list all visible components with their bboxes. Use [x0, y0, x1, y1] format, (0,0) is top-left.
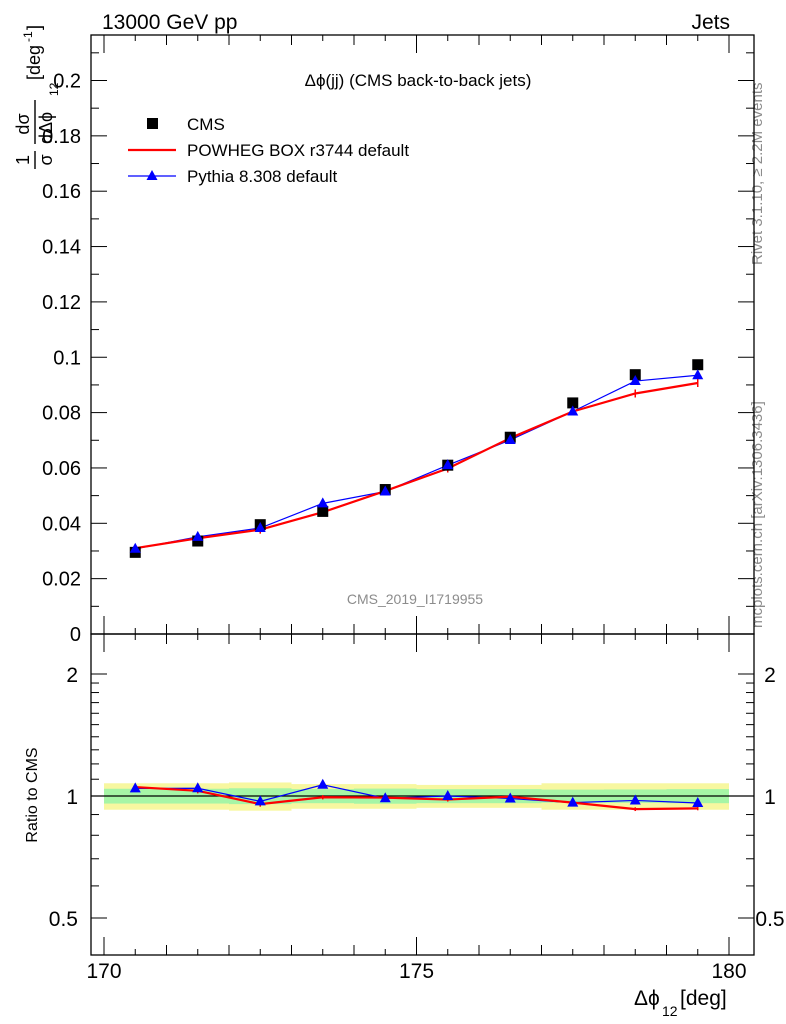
- header-left-label: 13000 GeV pp: [102, 11, 237, 34]
- ratio-pythia-point: [254, 795, 266, 806]
- main-y-axis-label: 1 σ dσ dΔϕ 12 [deg -1 ]: [13, 25, 61, 169]
- pythia-point: [442, 459, 454, 470]
- ylabel-d-den: dΔϕ: [36, 112, 56, 144]
- ratio-ytick-label-left: 0.5: [49, 908, 78, 931]
- legend: CMS POWHEG BOX r3744 default Pythia 8.30…: [128, 115, 409, 186]
- xtick-label: 180: [711, 960, 746, 983]
- powheg-line: [135, 381, 698, 550]
- ratio-ytick-label-right: 2: [764, 664, 776, 687]
- ratio-pythia-line: [135, 784, 698, 804]
- ratio-axis-ticks: [91, 634, 754, 955]
- xtick-label: 170: [86, 960, 121, 983]
- xlabel-unit: [deg]: [680, 987, 727, 1010]
- main-ytick-label: 0.14: [42, 237, 81, 259]
- pythia-point: [254, 522, 266, 533]
- xlabel-symbol: Δϕ: [634, 987, 660, 1010]
- legend-pythia-label: Pythia 8.308 default: [187, 167, 338, 186]
- legend-cms-label: CMS: [187, 115, 225, 134]
- pythia-point: [692, 369, 704, 380]
- main-ytick-label: 0.08: [42, 403, 81, 425]
- ylabel-frac-den: σ: [36, 154, 56, 165]
- ratio-pythia-point: [504, 792, 516, 803]
- main-ytick-label: 0: [70, 624, 81, 646]
- cms-point: [629, 369, 641, 381]
- ratio-ytick-label-left: 2: [66, 664, 78, 687]
- pythia-point: [379, 485, 391, 496]
- mcplots-label: mcplots.cern.ch [arXiv:1306.3436]: [749, 401, 766, 628]
- cms-point: [192, 535, 204, 547]
- ratio-pythia-point: [567, 796, 579, 807]
- ylabel-frac-num: 1: [13, 155, 33, 165]
- main-panel: 00.020.040.060.080.10.120.140.160.180.2 …: [13, 25, 755, 647]
- ratio-y-tick-labels: 0.5 0.5 1 1 2 2: [49, 664, 785, 931]
- main-title: Δϕ(jj) (CMS back-to-back jets): [305, 71, 532, 90]
- pythia-point: [504, 433, 516, 444]
- ylabel-d-num: dσ: [13, 113, 33, 134]
- main-ytick-label: 0.12: [42, 292, 81, 314]
- ratio-ytick-label-right: 0.5: [755, 908, 784, 931]
- ratio-series-group: [129, 778, 704, 812]
- main-ytick-label: 0.16: [42, 181, 81, 203]
- x-tick-labels: 170 175 180: [86, 960, 746, 983]
- ratio-y-axis-label: Ratio to CMS: [24, 747, 41, 842]
- ratio-pythia-point: [129, 782, 141, 793]
- main-ytick-label: 0.02: [42, 569, 81, 591]
- main-ytick-label: 0.2: [53, 71, 81, 93]
- pythia-point: [317, 497, 329, 508]
- ratio-ytick-label-left: 1: [66, 786, 78, 809]
- legend-powheg-label: POWHEG BOX r3744 default: [187, 141, 409, 160]
- pythia-line: [135, 374, 698, 550]
- main-y-tick-labels: 0 0.02 0.04 0.06 0.08 0.1 0.12 0.14 0.16 0.18 0.2: [42, 71, 81, 647]
- ylabel-unit: [deg: [24, 45, 44, 80]
- main-ytick-label: 0.1: [53, 347, 81, 369]
- x-axis-label: Δϕ 12 [deg]: [634, 987, 727, 1019]
- ratio-ytick-label-right: 1: [764, 786, 776, 809]
- pythia-point: [129, 542, 141, 553]
- main-ytick-label: 0.18: [42, 126, 81, 148]
- ratio-pythia-point: [379, 792, 391, 803]
- ratio-frame: [90, 633, 755, 956]
- ratio-pythia-point: [192, 782, 204, 793]
- ratio-pythia-point: [317, 778, 329, 789]
- rivet-version-label: Rivet 3.1.10, ≥ 2.2M events: [749, 83, 766, 266]
- pythia-point: [567, 405, 579, 416]
- header-right-label: Jets: [691, 11, 730, 34]
- main-ytick-label: 0.04: [42, 513, 81, 535]
- main-ytick-label: 0.06: [42, 458, 81, 480]
- ratio-pythia-point: [629, 794, 641, 805]
- legend-cms-marker: [147, 118, 158, 129]
- main-axis-ticks: [91, 35, 754, 635]
- xtick-label: 175: [399, 960, 434, 983]
- ylabel-d-den-sub: 12: [47, 82, 61, 96]
- pythia-point: [629, 375, 641, 386]
- ratio-pythia-point: [442, 790, 454, 800]
- cms-point: [317, 505, 329, 517]
- pythia-point: [192, 530, 204, 541]
- analysis-watermark: CMS_2019_I1719955: [347, 591, 483, 607]
- ratio-pythia-point: [692, 797, 704, 808]
- ylabel-unit-sup: -1: [21, 31, 35, 42]
- xlabel-sub: 12: [662, 1003, 678, 1019]
- ratio-powheg-line: [135, 785, 698, 811]
- cms-point: [692, 359, 704, 371]
- legend-pythia-marker: [146, 170, 158, 180]
- ratio-panel: 0.5 0.51 12 2 Ratio to CMS 170 175 180 Δϕ 12 …: [24, 633, 785, 1019]
- cms-point: [567, 397, 579, 409]
- main-series-group: [129, 359, 704, 558]
- ylabel-unit-close: ]: [24, 25, 44, 30]
